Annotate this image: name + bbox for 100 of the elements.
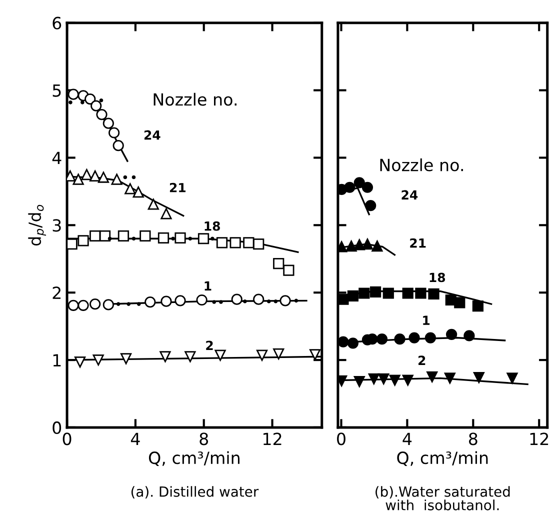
x-tick-label: 12 xyxy=(264,432,282,445)
x-tick-label: 12 xyxy=(530,432,548,445)
point xyxy=(210,236,214,241)
point xyxy=(370,286,382,298)
point xyxy=(338,241,348,252)
x-tick-label: 0 xyxy=(62,432,72,446)
point xyxy=(368,373,380,384)
annotation: 2 xyxy=(206,340,213,350)
point xyxy=(256,350,268,361)
point xyxy=(72,174,84,185)
point xyxy=(444,372,456,384)
point xyxy=(354,239,365,250)
point xyxy=(98,172,110,183)
point xyxy=(99,98,104,102)
point xyxy=(68,88,79,100)
point xyxy=(354,376,365,388)
point xyxy=(426,371,438,382)
point xyxy=(198,233,210,244)
point xyxy=(126,302,131,306)
point xyxy=(171,236,175,241)
point xyxy=(338,336,349,348)
point xyxy=(253,294,264,305)
point xyxy=(473,372,484,384)
annotation: 21 xyxy=(170,182,186,192)
point xyxy=(428,288,440,300)
point xyxy=(132,236,136,241)
point xyxy=(347,290,358,302)
point xyxy=(408,332,420,344)
point xyxy=(174,295,186,306)
point xyxy=(338,375,348,386)
point xyxy=(90,100,102,112)
y-tick-label: 5 xyxy=(52,84,61,97)
point xyxy=(424,332,436,344)
y-tick-label: 2 xyxy=(52,286,61,299)
x-tick-label: 8 xyxy=(200,432,208,446)
point xyxy=(454,297,466,308)
point xyxy=(358,288,370,299)
point xyxy=(402,288,414,299)
point xyxy=(116,302,120,306)
annotation: Nozzle no. xyxy=(154,92,236,106)
point xyxy=(274,299,278,304)
point xyxy=(253,238,264,250)
point xyxy=(68,100,72,104)
point xyxy=(144,296,156,308)
point xyxy=(378,373,390,384)
point xyxy=(280,295,291,306)
point xyxy=(78,235,89,246)
point xyxy=(219,300,223,304)
point xyxy=(148,198,159,210)
point xyxy=(382,288,394,299)
annotation: 2 xyxy=(418,356,426,365)
point xyxy=(184,351,196,362)
text: (b).Water saturated with isobutanol. xyxy=(376,486,510,510)
point xyxy=(96,108,108,120)
point xyxy=(160,296,172,307)
y-tick-label: 3 xyxy=(52,219,61,232)
annotation: 24 xyxy=(144,130,160,140)
point xyxy=(120,353,132,364)
point xyxy=(362,238,374,250)
point xyxy=(266,299,271,304)
point xyxy=(124,183,136,194)
x-axis-title: Q, cm³/min xyxy=(148,451,240,466)
point xyxy=(118,230,130,242)
point xyxy=(243,299,247,304)
point xyxy=(188,236,192,241)
point xyxy=(174,232,186,244)
point xyxy=(108,236,112,241)
point xyxy=(196,294,208,306)
point xyxy=(78,300,89,311)
point xyxy=(389,374,400,386)
x-tick-label: 8 xyxy=(468,432,478,446)
point xyxy=(362,182,374,193)
point xyxy=(99,230,111,242)
point xyxy=(372,240,383,252)
text: (a). Distilled water xyxy=(131,486,259,499)
point xyxy=(84,93,96,105)
point xyxy=(102,299,114,310)
point xyxy=(472,300,484,312)
point xyxy=(294,298,298,303)
point xyxy=(346,240,357,252)
point xyxy=(160,351,171,362)
point xyxy=(111,174,122,185)
point xyxy=(214,350,226,361)
annotation: 18 xyxy=(430,272,446,282)
point xyxy=(243,237,254,248)
point xyxy=(394,334,406,345)
point xyxy=(132,186,144,198)
point xyxy=(347,338,358,349)
point xyxy=(81,169,92,180)
point xyxy=(112,140,124,152)
point xyxy=(354,177,365,188)
point xyxy=(376,334,388,345)
x-tick-label: 0 xyxy=(337,432,346,446)
x-axis-title: Q, cm³/min xyxy=(397,451,488,466)
annotation: 18 xyxy=(204,221,220,231)
annotation: Nozzle no. xyxy=(380,158,463,172)
y-tick-label: 1 xyxy=(53,354,61,366)
annotation: 1 xyxy=(423,316,430,325)
y-tick-label: 6 xyxy=(52,16,62,30)
point xyxy=(158,232,170,244)
